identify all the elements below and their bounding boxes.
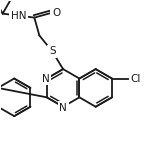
Text: S: S <box>49 46 55 56</box>
Text: HN: HN <box>11 11 26 21</box>
Text: N: N <box>59 103 67 113</box>
Text: Cl: Cl <box>131 73 141 84</box>
Text: N: N <box>42 73 50 84</box>
Text: O: O <box>52 8 60 18</box>
